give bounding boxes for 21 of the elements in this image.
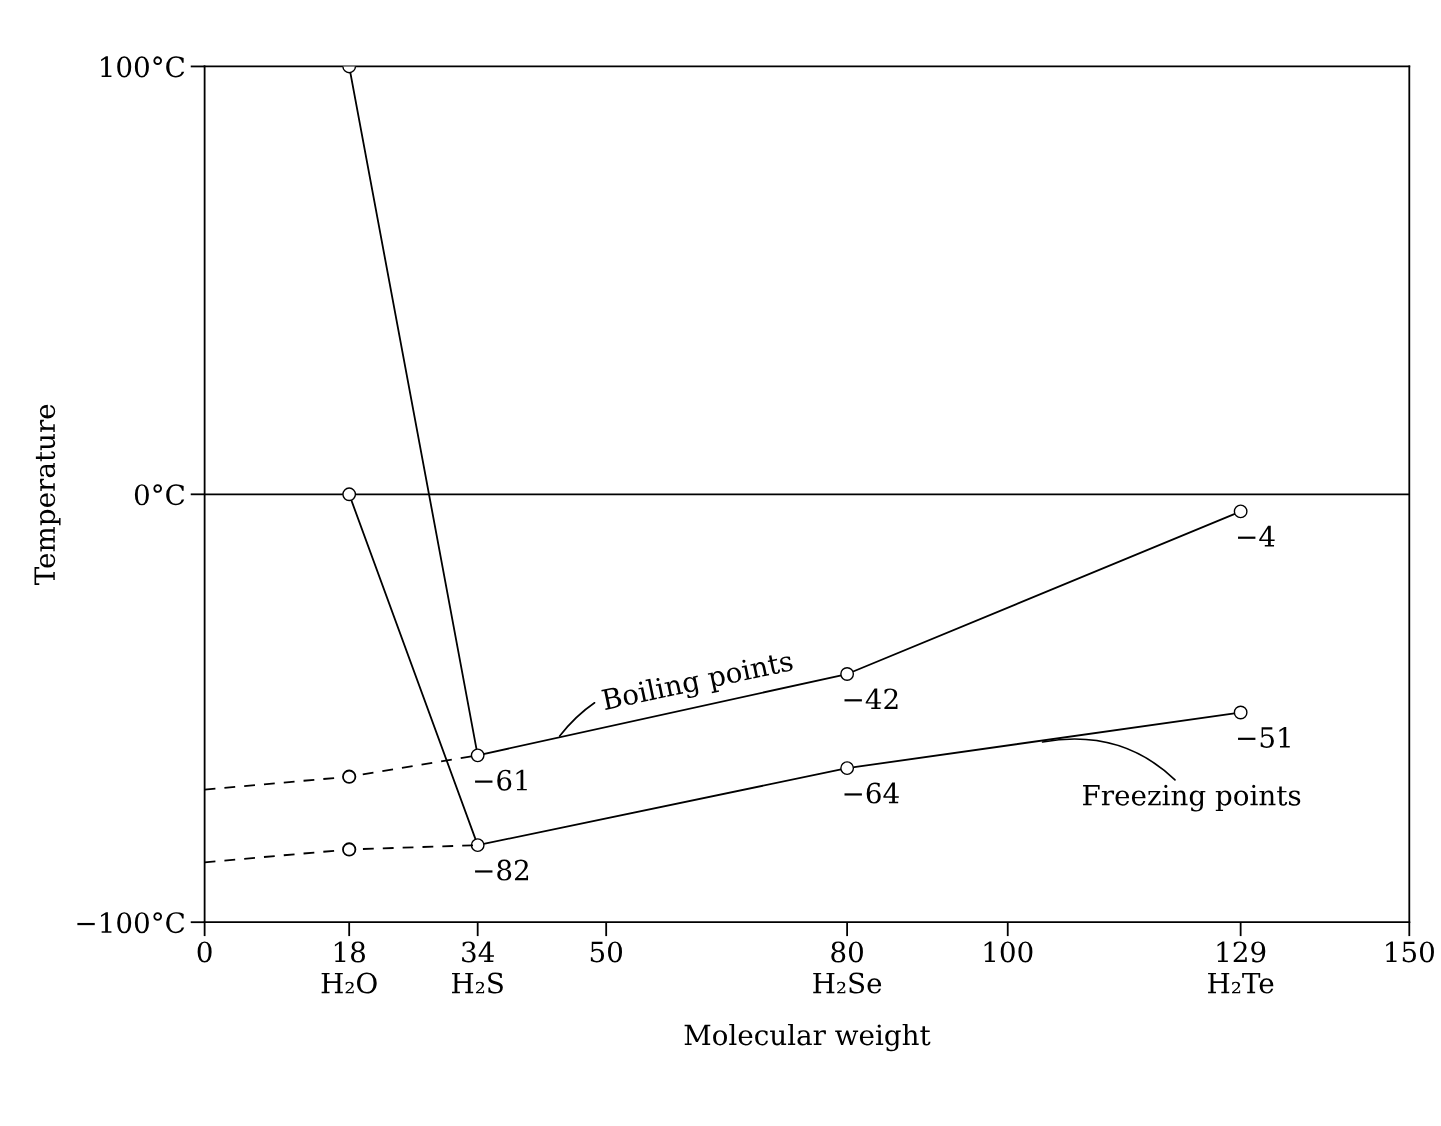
data-label: −82 [475, 859, 529, 881]
x-tick-label: 129 H₂Te [1208, 941, 1274, 994]
y-tick-label: −100°C [77, 912, 185, 934]
x-tick-label: 0 [197, 941, 212, 963]
x-tick-label: 150 [1386, 941, 1434, 963]
x-tick-label: 50 [590, 941, 623, 963]
y-tick-label: 0°C [134, 484, 185, 506]
y-axis-title: Temperature [34, 404, 61, 586]
y-tick-label: 100°C [101, 56, 185, 78]
x-tick-label: 18 H₂O [321, 941, 377, 994]
data-label: −64 [844, 782, 899, 804]
x-tick-label: 34 H₂S [452, 941, 503, 994]
data-label: −4 [1238, 525, 1275, 547]
x-tick-label: 80 H₂Se [813, 941, 882, 994]
data-label: −42 [844, 688, 898, 710]
x-axis-title: Molecular weight [684, 1023, 931, 1052]
annotation: Boiling points [601, 649, 795, 716]
data-label: −51 [1238, 726, 1290, 748]
x-tick-label: 100 [984, 941, 1033, 963]
data-label: −61 [475, 769, 527, 791]
annotation: Freezing points [1083, 784, 1301, 812]
